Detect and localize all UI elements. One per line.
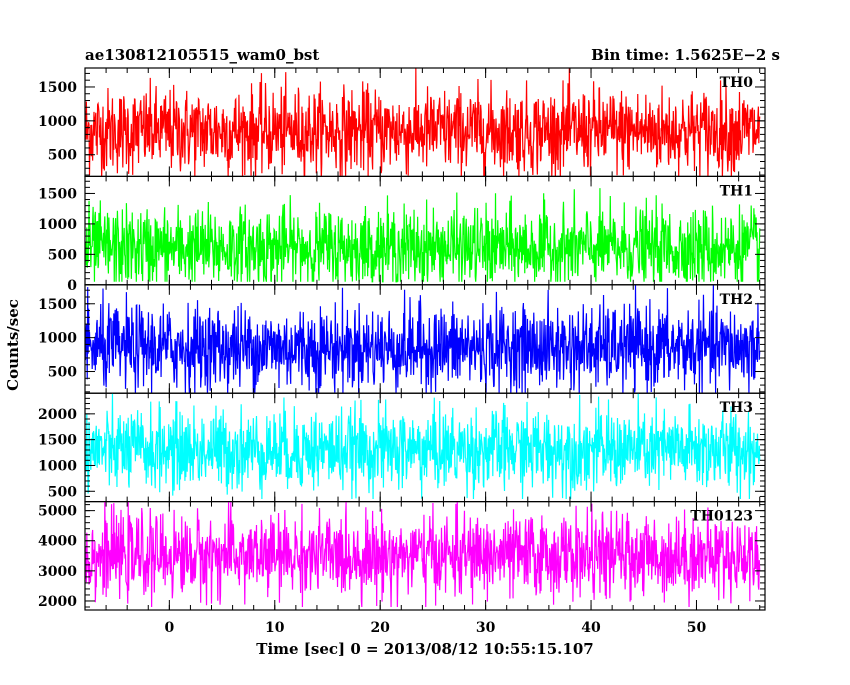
series-line-th0123 <box>85 501 761 608</box>
y-tick-label: 1000 <box>38 114 77 130</box>
y-tick-label: 500 <box>48 247 77 263</box>
series-line-th3 <box>85 393 761 500</box>
panel-label-th3: TH3 <box>720 400 753 416</box>
panel-label-th0123: TH0123 <box>690 509 753 525</box>
y-tick-label: 1500 <box>38 433 77 449</box>
panel-th0: 500 1000 1500 TH0 <box>38 67 766 178</box>
panel-label-th2: TH2 <box>720 292 753 308</box>
series-line-th0 <box>85 68 761 177</box>
y-tick-label: 0 <box>67 278 77 294</box>
panel-label-th0: TH0 <box>720 75 754 91</box>
panel-th3: 500 1000 1500 2000 TH3 <box>38 392 766 503</box>
x-tick-label: 30 <box>476 620 496 636</box>
x-tick-label: 20 <box>370 620 390 636</box>
series-line-th1 <box>85 188 761 283</box>
y-tick-label: 2000 <box>38 407 77 423</box>
series-line-th2 <box>85 284 761 394</box>
chart-title-right: Bin time: 1.5625E−2 s <box>591 46 780 64</box>
x-tick-label: 0 <box>164 620 174 636</box>
x-tick-label: 50 <box>687 620 707 636</box>
y-tick-label: 3000 <box>38 564 77 580</box>
y-tick-label: 1000 <box>38 458 77 474</box>
panel-th0123: 2000 3000 4000 5000 TH0123 <box>38 501 766 611</box>
y-tick-label: 1500 <box>38 80 77 96</box>
y-axis-label: Counts/sec <box>4 299 22 391</box>
chart-title-left: ae130812105515_wam0_bst <box>85 46 319 64</box>
y-tick-label: 1500 <box>38 186 77 202</box>
x-tick-label: 40 <box>581 620 601 636</box>
x-tick-label: 10 <box>265 620 285 636</box>
panel-label-th1: TH1 <box>720 183 753 199</box>
y-tick-label: 500 <box>48 484 77 500</box>
y-tick-label: 500 <box>48 365 77 381</box>
y-tick-label: 2000 <box>38 594 77 610</box>
y-tick-label: 1000 <box>38 331 77 347</box>
panel-th1: 0 500 1000 1500 TH1 <box>38 175 766 294</box>
y-tick-label: 5000 <box>38 504 77 520</box>
x-axis-label: Time [sec] 0 = 2013/08/12 10:55:15.107 <box>256 640 593 658</box>
y-tick-label: 4000 <box>38 534 77 550</box>
y-tick-label: 1000 <box>38 217 77 233</box>
y-tick-label: 500 <box>48 148 77 164</box>
panel-th2: 500 1000 1500 TH2 <box>38 284 766 394</box>
panel-frame <box>84 501 766 611</box>
y-tick-label: 1500 <box>38 297 77 313</box>
